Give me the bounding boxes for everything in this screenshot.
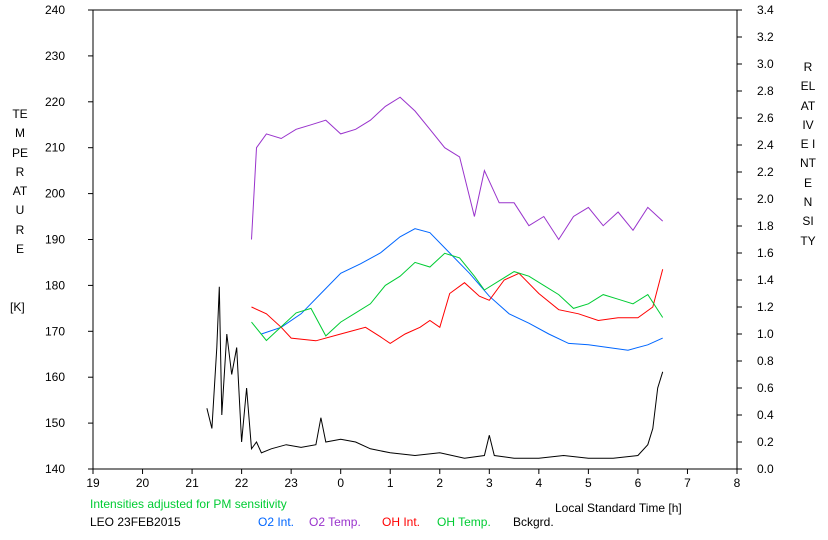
x-tick-label: 2 <box>436 476 443 490</box>
y-right-tick-label: 1.2 <box>757 300 774 314</box>
x-tick-label: 3 <box>486 476 493 490</box>
y-axis-unit-left: [K] <box>10 300 25 314</box>
y-left-tick-label: 140 <box>45 462 65 476</box>
y-right-tick-label: 2.2 <box>757 165 774 179</box>
x-tick-label: 23 <box>284 476 298 490</box>
y-left-tick-label: 180 <box>45 278 65 292</box>
series-line-oh-int <box>251 269 664 344</box>
y-right-tick-label: 3.0 <box>757 57 774 71</box>
y-right-tick-label: 2.0 <box>757 192 774 206</box>
x-tick-label: 4 <box>536 476 543 490</box>
x-tick-label: 20 <box>136 476 150 490</box>
x-axis-label: Local Standard Time [h] <box>555 501 682 515</box>
plot-series <box>206 96 664 459</box>
series-line-oh-temp <box>251 252 664 342</box>
y-right-tick-label: 0.8 <box>757 354 774 368</box>
x-tick-label: 19 <box>86 476 100 490</box>
x-tick-label: 5 <box>585 476 592 490</box>
legend-background: Bckgrd. <box>513 515 554 529</box>
y-right-tick-label: 1.8 <box>757 219 774 233</box>
y-right-tick-label: 0.6 <box>757 381 774 395</box>
x-tick-label: 6 <box>635 476 642 490</box>
y-right-tick-label: 2.8 <box>757 84 774 98</box>
y-left-tick-label: 160 <box>45 370 65 384</box>
series-line-o2-temp <box>251 96 664 241</box>
y-left-tick-label: 230 <box>45 49 65 63</box>
y-right-tick-label: 1.6 <box>757 246 774 260</box>
x-tick-label: 21 <box>185 476 199 490</box>
y-axis-label-left: TEMPERATURE <box>12 107 29 257</box>
station-date-label: LEO 23FEB2015 <box>90 515 181 529</box>
legend-oh-int: OH Int. <box>382 515 421 529</box>
legend-o2-temp: O2 Temp. <box>309 515 361 529</box>
x-tick-label: 8 <box>734 476 741 490</box>
y-left-tick-label: 190 <box>45 233 65 247</box>
y-left-tick-label: 150 <box>45 416 65 430</box>
y-right-tick-label: 3.4 <box>757 3 774 17</box>
y-right-tick-label: 0.0 <box>757 462 774 476</box>
y-left-tick-label: 220 <box>45 95 65 109</box>
y-right-tick-label: 0.4 <box>757 408 774 422</box>
legend-oh-temp: OH Temp. <box>437 515 491 529</box>
y-right-tick-label: 2.4 <box>757 138 774 152</box>
y-left-tick-label: 200 <box>45 187 65 201</box>
y-right-tick-label: 1.0 <box>757 327 774 341</box>
y-right-tick-label: 2.6 <box>757 111 774 125</box>
plot-frame <box>92 9 738 470</box>
legend-o2-int: O2 Int. <box>258 515 295 529</box>
x-tick-label: 22 <box>235 476 249 490</box>
x-tick-label: 7 <box>684 476 691 490</box>
axis-ticks: 19 20 21 22 23 0 1 2 3 4 5 6 7 8140150160170180190200… <box>45 3 774 490</box>
y-left-tick-label: 210 <box>45 141 65 155</box>
x-tick-label: 1 <box>387 476 394 490</box>
y-right-tick-label: 3.2 <box>757 30 774 44</box>
y-left-tick-label: 170 <box>45 324 65 338</box>
y-left-tick-label: 240 <box>45 3 65 17</box>
series-line-bckgrd <box>206 286 664 459</box>
x-tick-label: 0 <box>337 476 344 490</box>
series-line-o2-int <box>261 228 663 351</box>
y-axis-label-right: RELATIVE INTENSITY <box>800 60 816 248</box>
y-right-tick-label: 0.2 <box>757 435 774 449</box>
intensity-adjustment-note: Intensities adjusted for PM sensitivity <box>90 497 287 511</box>
y-right-tick-label: 1.4 <box>757 273 774 287</box>
